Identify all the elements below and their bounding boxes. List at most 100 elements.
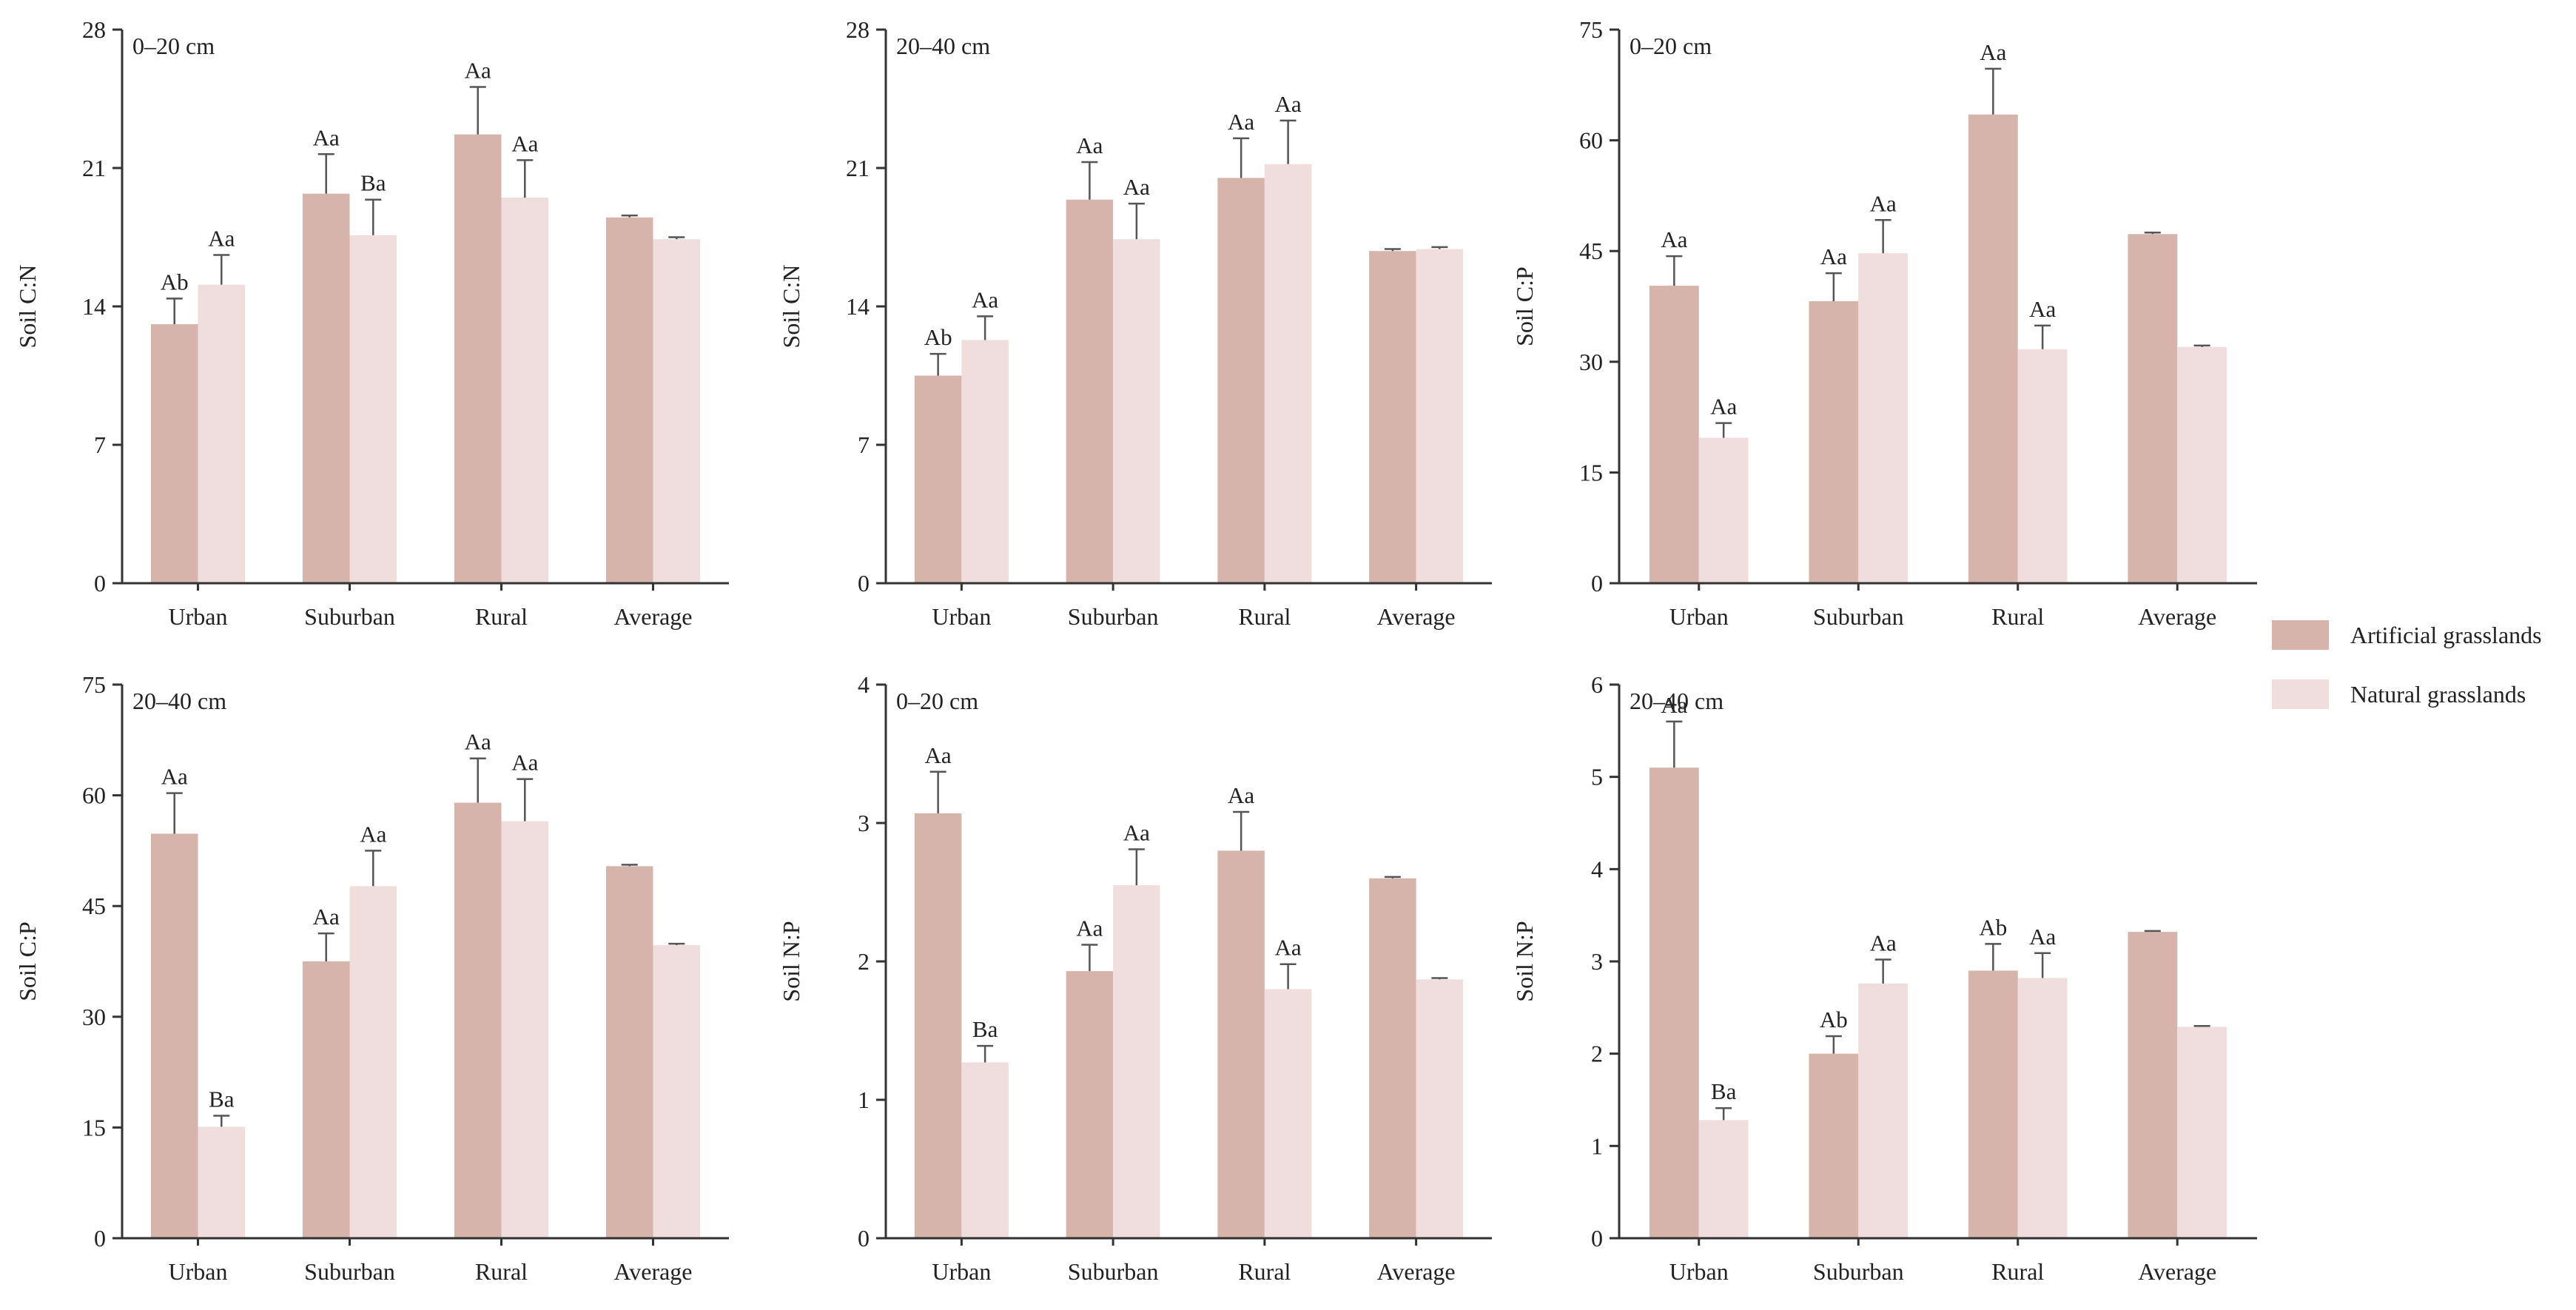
significance-label: Aa xyxy=(1076,916,1103,941)
error-bar xyxy=(317,153,334,194)
significance-label: Aa xyxy=(1228,782,1254,808)
significance-label: Aa xyxy=(1820,243,1847,269)
error-bar xyxy=(1715,1106,1732,1121)
error-bar xyxy=(1081,161,1098,200)
significance-label: Ab xyxy=(1820,1007,1848,1032)
bar-artificial-suburban xyxy=(302,961,350,1238)
significance-label: Aa xyxy=(360,821,386,847)
error-bar xyxy=(1985,943,2002,971)
bar-natural-average xyxy=(1416,979,1464,1238)
y-tick-label: 2 xyxy=(858,948,870,975)
x-tick-label: Average xyxy=(1377,603,1456,630)
y-axis-label: Soil C:N xyxy=(14,265,41,349)
bar-artificial-urban xyxy=(914,375,962,583)
y-tick-label: 15 xyxy=(1579,459,1603,486)
x-tick-label: Urban xyxy=(169,1258,228,1285)
error-bar xyxy=(1666,255,1683,286)
bar-natural-rural xyxy=(1264,989,1312,1238)
legend-swatch-artificial xyxy=(2272,620,2329,650)
bar-natural-rural xyxy=(1264,164,1312,583)
error-bar xyxy=(2034,324,2051,349)
error-bar xyxy=(1384,876,1401,879)
significance-label: Aa xyxy=(511,130,538,156)
y-tick-label: 0 xyxy=(94,1225,106,1252)
y-tick-label: 0 xyxy=(1591,1225,1603,1252)
chart-panel-2: Ab Aa Urban Aa Aa Suburban Aa Aa Rural Average 0 7 1… xyxy=(778,16,1492,630)
y-axis-label: Soil N:P xyxy=(778,921,804,1001)
x-tick-label: Suburban xyxy=(1813,603,1904,630)
significance-label: Ab xyxy=(161,269,189,295)
significance-label: Aa xyxy=(313,904,340,930)
error-bar xyxy=(166,298,183,325)
chart-panels: Ab Aa Urban Aa Ba Suburban Aa Aa Rural Average 0 7 1… xyxy=(14,16,2257,1285)
x-tick-label: Rural xyxy=(475,603,528,630)
x-tick-label: Rural xyxy=(1991,603,2044,630)
error-bar xyxy=(2193,1025,2210,1027)
y-axis-label: Soil N:P xyxy=(1511,921,1538,1001)
x-tick-label: Average xyxy=(614,1258,693,1285)
x-tick-label: Rural xyxy=(1238,603,1291,630)
bar-artificial-average xyxy=(605,866,653,1238)
y-tick-label: 28 xyxy=(82,16,106,43)
x-tick-label: Urban xyxy=(1669,1258,1729,1285)
significance-label: Aa xyxy=(208,226,235,252)
bar-natural-urban xyxy=(961,1062,1009,1238)
bar-natural-suburban xyxy=(1113,885,1160,1238)
y-tick-label: 45 xyxy=(1579,238,1603,264)
x-tick-label: Average xyxy=(1377,1258,1456,1285)
significance-label: Aa xyxy=(1076,132,1103,158)
bar-natural-urban xyxy=(1698,1120,1749,1238)
significance-label: Aa xyxy=(465,729,491,755)
error-bar xyxy=(1431,977,1448,980)
bar-artificial-rural xyxy=(1968,114,2018,583)
bar-natural-rural xyxy=(2017,349,2068,583)
error-bar xyxy=(213,254,230,285)
y-tick-label: 60 xyxy=(1579,127,1603,154)
significance-label: Aa xyxy=(511,750,538,776)
error-bar xyxy=(977,315,994,340)
bar-artificial-urban xyxy=(150,833,198,1238)
y-tick-label: 15 xyxy=(82,1114,106,1141)
error-bar xyxy=(317,932,334,961)
y-tick-label: 30 xyxy=(82,1004,106,1030)
y-tick-label: 28 xyxy=(846,16,870,43)
x-tick-label: Rural xyxy=(1991,1258,2044,1285)
x-tick-label: Rural xyxy=(475,1258,528,1285)
y-axis-label: Soil C:N xyxy=(778,265,804,349)
y-tick-label: 21 xyxy=(82,155,106,181)
bar-natural-rural xyxy=(501,198,549,584)
bar-natural-rural xyxy=(501,821,549,1238)
significance-label: Aa xyxy=(161,764,188,790)
significance-label: Aa xyxy=(1710,394,1737,420)
bar-natural-suburban xyxy=(1113,239,1160,583)
panel-title: 20–40 cm xyxy=(132,688,226,714)
y-tick-label: 0 xyxy=(94,570,106,597)
significance-label: Ab xyxy=(1979,914,2007,940)
x-tick-label: Average xyxy=(2138,1258,2216,1285)
significance-label: Ba xyxy=(1711,1078,1737,1104)
significance-label: Aa xyxy=(1870,930,1897,956)
y-tick-label: 0 xyxy=(858,570,870,597)
bar-artificial-urban xyxy=(150,324,198,583)
error-bar xyxy=(1233,137,1250,178)
chart-panel-6: Aa Ba Urban Ab Aa Suburban Ab Aa Rural Average 0 1 2… xyxy=(1511,671,2257,1285)
significance-label: Aa xyxy=(925,742,952,768)
x-tick-label: Suburban xyxy=(304,603,395,630)
bar-natural-urban xyxy=(198,1126,246,1238)
error-bar xyxy=(2193,344,2210,347)
bar-artificial-suburban xyxy=(1809,1053,1859,1238)
bar-artificial-urban xyxy=(1649,286,1699,583)
y-tick-label: 30 xyxy=(1579,349,1603,375)
significance-label: Ab xyxy=(924,324,952,350)
y-tick-label: 6 xyxy=(1591,671,1603,698)
significance-label: Aa xyxy=(1661,692,1687,718)
y-tick-label: 14 xyxy=(82,293,106,320)
error-bar xyxy=(2144,930,2161,933)
significance-label: Aa xyxy=(1980,39,2006,65)
error-bar xyxy=(929,352,946,376)
bar-natural-urban xyxy=(198,284,246,583)
x-tick-label: Urban xyxy=(1669,603,1729,630)
bar-artificial-rural xyxy=(454,802,502,1238)
error-bar xyxy=(1279,119,1297,164)
bar-natural-average xyxy=(653,239,701,583)
